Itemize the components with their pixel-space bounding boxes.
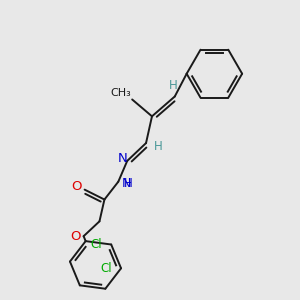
Text: H: H — [168, 79, 177, 92]
Text: H: H — [124, 177, 133, 190]
Text: O: O — [71, 180, 82, 193]
Text: Cl: Cl — [100, 262, 112, 275]
Text: H: H — [154, 140, 162, 152]
Text: N: N — [117, 152, 127, 165]
Text: O: O — [70, 230, 81, 243]
Text: Cl: Cl — [91, 238, 102, 251]
Text: CH₃: CH₃ — [110, 88, 131, 98]
Text: N: N — [121, 177, 130, 190]
